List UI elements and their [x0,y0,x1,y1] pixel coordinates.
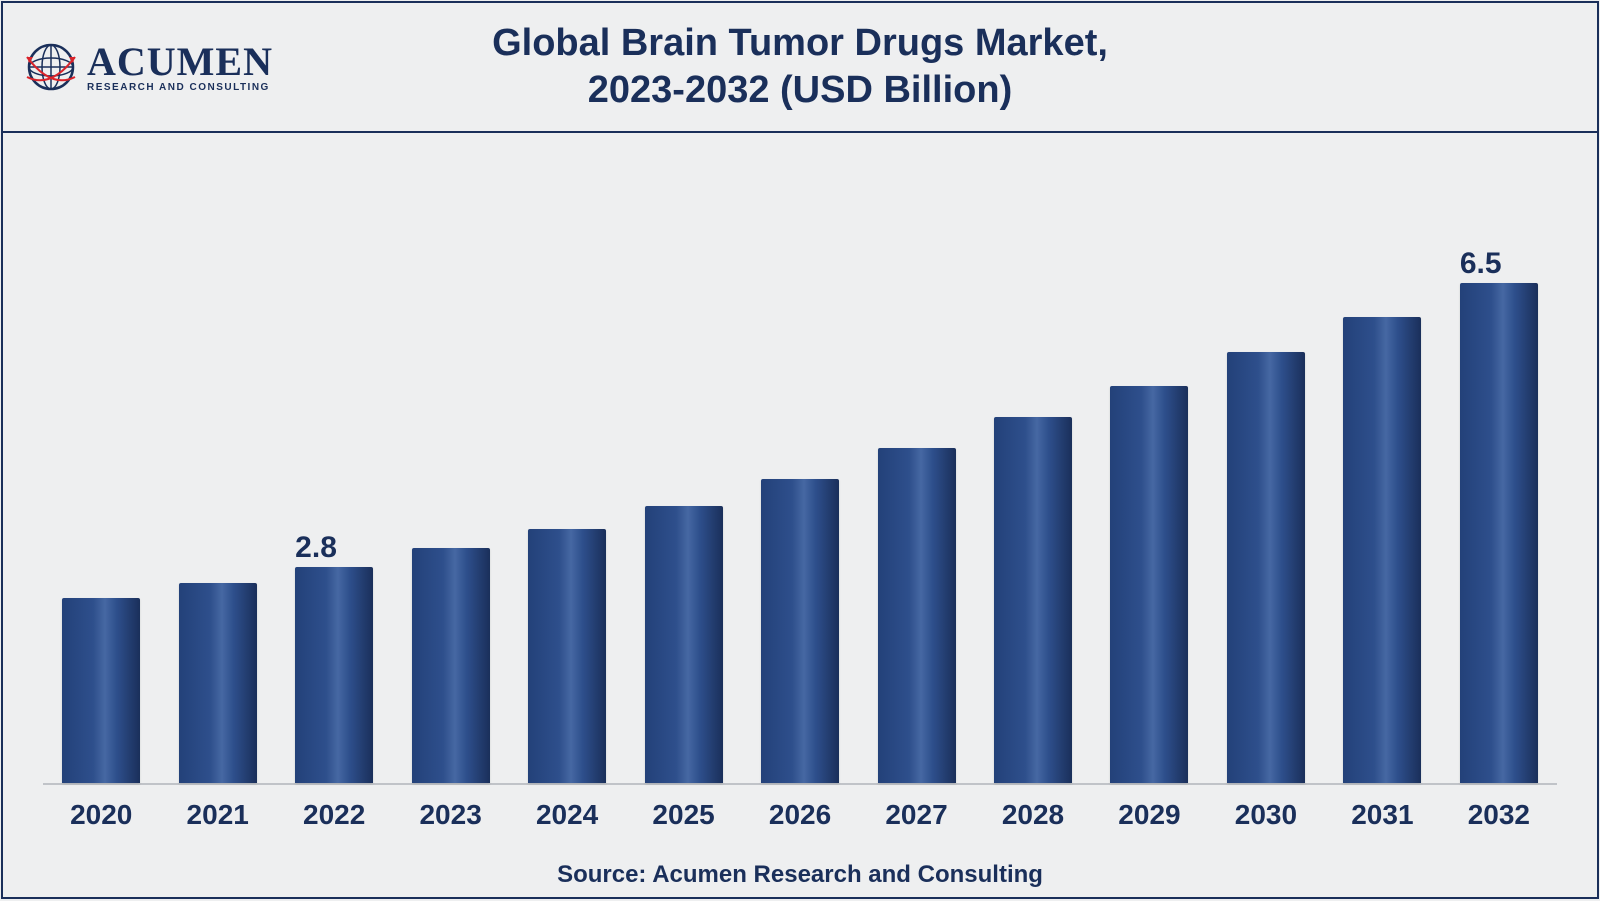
x-axis-label: 2028 [975,799,1091,831]
x-axis-label: 2031 [1324,799,1440,831]
bar-group [1208,352,1324,783]
bar-group [975,417,1091,783]
bar-group: 2.8 [276,567,392,783]
logo-brand: ACUMEN [87,42,273,82]
title-line-1: Global Brain Tumor Drugs Market, [492,20,1108,68]
bar-group [625,506,741,783]
bar-group [742,479,858,783]
title-line-2: 2023-2032 (USD Billion) [492,67,1108,115]
globe-icon [23,39,79,95]
bar [179,583,257,783]
chart-title: Global Brain Tumor Drugs Market, 2023-20… [492,20,1108,115]
source-attribution: Source: Acumen Research and Consulting [33,861,1567,889]
x-axis-label: 2027 [858,799,974,831]
bar [62,598,140,783]
bar [761,479,839,783]
bar: 6.5 [1460,283,1538,784]
header: ACUMEN RESEARCH AND CONSULTING Global Br… [3,3,1597,133]
bar-group [858,448,974,783]
bar-data-label: 2.8 [295,531,337,565]
bar [645,506,723,783]
bar-group [392,548,508,783]
chart-area: 2.86.5 202020212022202320242025202620272… [3,133,1597,897]
bar-group [43,598,159,783]
bar-group [159,583,275,783]
x-axis-label: 2030 [1208,799,1324,831]
bar-group [509,529,625,783]
x-axis-label: 2023 [392,799,508,831]
bar [878,448,956,783]
x-axis-label: 2020 [43,799,159,831]
x-axis-label: 2024 [509,799,625,831]
bar: 2.8 [295,567,373,783]
logo: ACUMEN RESEARCH AND CONSULTING [23,39,273,95]
bars-container: 2.8 6.5 [33,163,1567,783]
bar-group [1324,317,1440,783]
x-axis-label: 2025 [625,799,741,831]
chart-frame: ACUMEN RESEARCH AND CONSULTING Global Br… [1,1,1599,899]
bar-group: 6.5 [1441,283,1557,784]
bar [994,417,1072,783]
x-axis-label: 2022 [276,799,392,831]
x-axis-labels: 2020202120222023202420252026202720282029… [33,785,1567,831]
bar [1227,352,1305,783]
bar-data-label: 6.5 [1460,247,1502,281]
bar-group [1091,386,1207,783]
x-axis-label: 2026 [742,799,858,831]
bar [1343,317,1421,783]
x-axis-label: 2021 [159,799,275,831]
bar [528,529,606,783]
bar [412,548,490,783]
x-axis-label: 2029 [1091,799,1207,831]
logo-text: ACUMEN RESEARCH AND CONSULTING [87,42,273,93]
bar [1110,386,1188,783]
x-axis-label: 2032 [1441,799,1557,831]
logo-tagline: RESEARCH AND CONSULTING [87,82,273,93]
